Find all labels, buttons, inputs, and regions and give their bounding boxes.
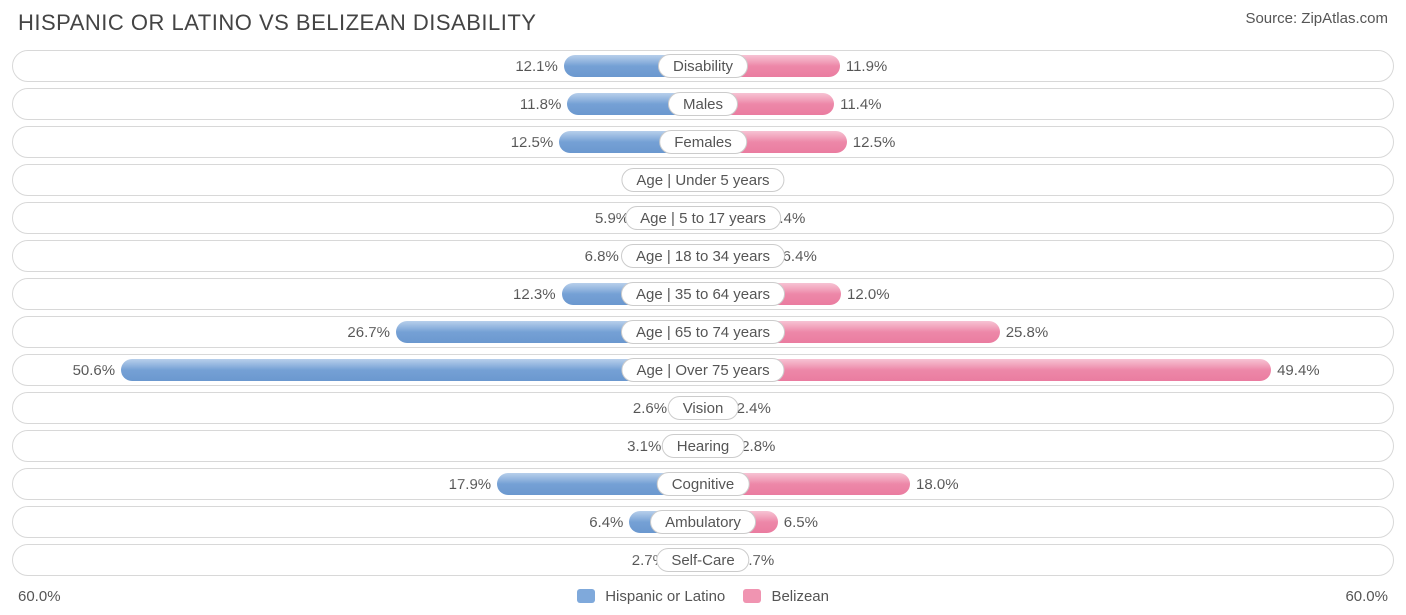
value-label-left: 12.3% bbox=[513, 279, 562, 309]
axis-max-right: 60.0% bbox=[829, 588, 1388, 605]
value-label-right: 6.5% bbox=[778, 507, 818, 537]
bar-row: 11.8% 11.4% Males bbox=[12, 88, 1394, 120]
bar-row: 12.3% 12.0% Age | 35 to 64 years bbox=[12, 278, 1394, 310]
legend-item-left: Hispanic or Latino bbox=[577, 588, 725, 605]
category-pill: Ambulatory bbox=[650, 510, 756, 534]
chart-plot-area: 12.1% 11.9% Disability 11.8% 11.4% Males 12.5%… bbox=[0, 50, 1406, 586]
category-pill: Age | 18 to 34 years bbox=[621, 244, 785, 268]
value-label-left: 12.5% bbox=[511, 127, 560, 157]
bar-row: 17.9% 18.0% Cognitive bbox=[12, 468, 1394, 500]
bar-left bbox=[121, 359, 703, 381]
value-label-left: 6.8% bbox=[585, 241, 625, 271]
value-label-right: 11.4% bbox=[834, 89, 881, 119]
category-pill: Age | 35 to 64 years bbox=[621, 282, 785, 306]
chart-container: HISPANIC OR LATINO VS BELIZEAN DISABILIT… bbox=[0, 0, 1406, 615]
category-pill: Age | 5 to 17 years bbox=[625, 206, 781, 230]
bar-row: 5.9%5.4%Age | 5 to 17 years bbox=[12, 202, 1394, 234]
bar-row: 3.1%2.8%Hearing bbox=[12, 430, 1394, 462]
bar-right bbox=[703, 359, 1271, 381]
legend-label-left: Hispanic or Latino bbox=[605, 588, 725, 605]
bar-row: 12.1% 11.9% Disability bbox=[12, 50, 1394, 82]
value-label-right: 12.5% bbox=[847, 127, 896, 157]
chart-title: HISPANIC OR LATINO VS BELIZEAN DISABILIT… bbox=[18, 10, 536, 36]
bar-row: 6.8%6.4%Age | 18 to 34 years bbox=[12, 240, 1394, 272]
chart-legend: Hispanic or Latino Belizean bbox=[577, 588, 829, 605]
value-label-left: 26.7% bbox=[347, 317, 396, 347]
value-label-left: 17.9% bbox=[449, 469, 498, 499]
bar-row: 2.6%2.4%Vision bbox=[12, 392, 1394, 424]
value-label-left: 50.6% bbox=[73, 355, 122, 385]
category-pill: Females bbox=[659, 130, 747, 154]
category-pill: Cognitive bbox=[657, 472, 750, 496]
category-pill: Age | 65 to 74 years bbox=[621, 320, 785, 344]
legend-swatch-left bbox=[577, 589, 595, 603]
category-pill: Self-Care bbox=[656, 548, 749, 572]
chart-header: HISPANIC OR LATINO VS BELIZEAN DISABILIT… bbox=[0, 0, 1406, 50]
bar-row: 50.6% 49.4% Age | Over 75 years bbox=[12, 354, 1394, 386]
bar-row: 2.7%2.7%Self-Care bbox=[12, 544, 1394, 576]
bar-row: 26.7% 25.8% Age | 65 to 74 years bbox=[12, 316, 1394, 348]
chart-footer: 60.0% Hispanic or Latino Belizean 60.0% bbox=[0, 586, 1406, 615]
value-label-right: 18.0% bbox=[910, 469, 959, 499]
category-pill: Hearing bbox=[662, 434, 745, 458]
category-pill: Age | Over 75 years bbox=[621, 358, 784, 382]
bar-row: 1.3%1.2%Age | Under 5 years bbox=[12, 164, 1394, 196]
bar-row: 12.5% 12.5% Females bbox=[12, 126, 1394, 158]
category-pill: Vision bbox=[668, 396, 739, 420]
value-label-left: 6.4% bbox=[589, 507, 629, 537]
axis-max-left: 60.0% bbox=[18, 588, 577, 605]
legend-swatch-right bbox=[743, 589, 761, 603]
category-pill: Age | Under 5 years bbox=[621, 168, 784, 192]
category-pill: Disability bbox=[658, 54, 748, 78]
bar-row: 6.4% 6.5% Ambulatory bbox=[12, 506, 1394, 538]
category-pill: Males bbox=[668, 92, 738, 116]
value-label-left: 12.1% bbox=[515, 51, 564, 81]
legend-label-right: Belizean bbox=[771, 588, 829, 605]
value-label-right: 25.8% bbox=[1000, 317, 1049, 347]
value-label-right: 11.9% bbox=[840, 51, 887, 81]
value-label-left: 11.8% bbox=[520, 89, 567, 119]
value-label-right: 49.4% bbox=[1271, 355, 1320, 385]
chart-source: Source: ZipAtlas.com bbox=[1245, 10, 1388, 27]
value-label-right: 12.0% bbox=[841, 279, 890, 309]
legend-item-right: Belizean bbox=[743, 588, 829, 605]
